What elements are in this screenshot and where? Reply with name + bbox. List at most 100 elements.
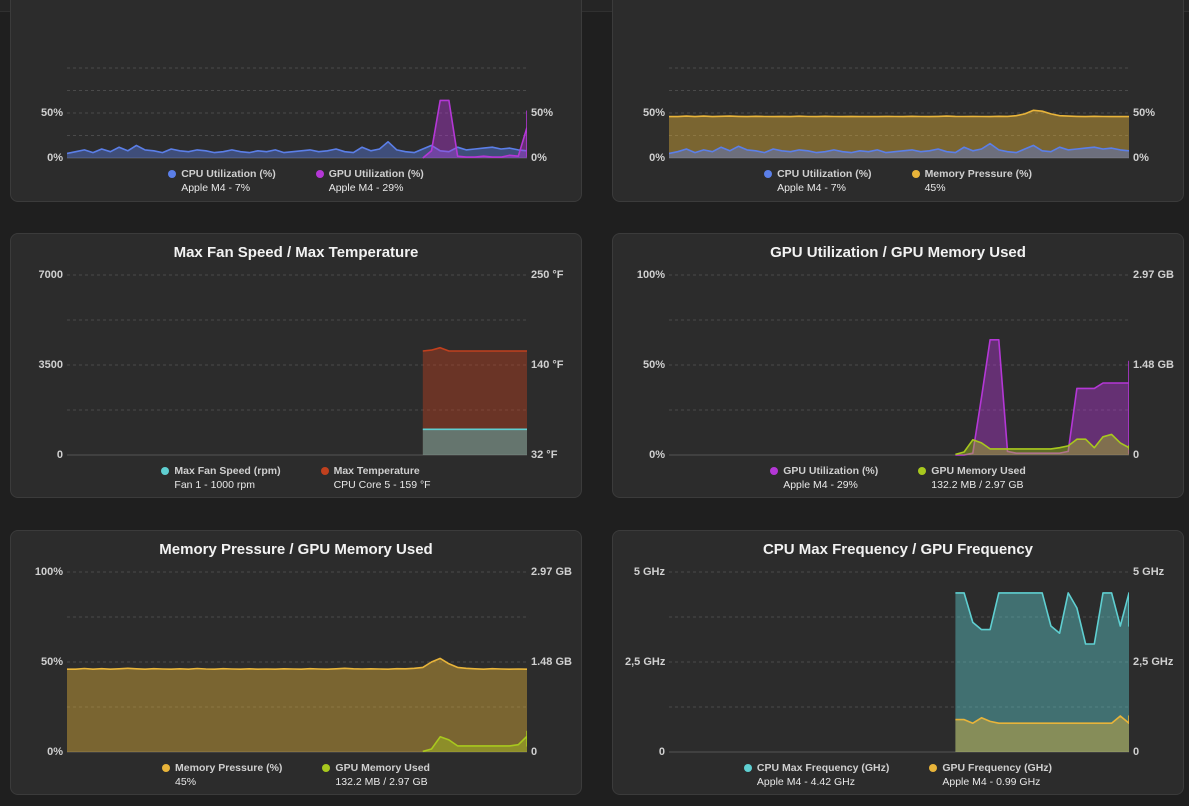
- legend-label-row: Max Temperature: [320, 465, 420, 477]
- legend-item[interactable]: GPU Memory Used 132.2 MB / 2.97 GB: [322, 762, 430, 788]
- left-axis-tick: 100%: [636, 269, 665, 281]
- legend-color-dot: [918, 467, 927, 475]
- chart-panel-gpu-util-mem: GPU Utilization / GPU Memory Used 100% 50%…: [612, 233, 1184, 498]
- legend-item[interactable]: CPU Utilization (%) Apple M4 - 7%: [764, 168, 872, 194]
- legend-value: Apple M4 - 29%: [328, 182, 404, 194]
- chart-panel-fan-temp: Max Fan Speed / Max Temperature 7000 3500 0…: [10, 233, 582, 498]
- right-axis-tick: 2.97 GB: [531, 566, 572, 578]
- chart-panel-cpu-gpu-util: 50% 0% 50% 0% CPU Utilization (%) Apple M4 - …: [10, 0, 582, 202]
- legend-item[interactable]: GPU Frequency (GHz) Apple M4 - 0.99 GHz: [929, 762, 1052, 788]
- legend-label: Memory Pressure (%): [924, 168, 1032, 180]
- legend-item[interactable]: Memory Pressure (%) 45%: [911, 168, 1032, 194]
- right-axis-tick: 0: [1133, 746, 1140, 758]
- left-axis-tick: 2,5 GHz: [625, 656, 666, 668]
- legend-value: Apple M4 - 0.99 GHz: [942, 776, 1041, 788]
- legend-color-dot: [315, 170, 324, 178]
- legend-label: CPU Utilization (%): [777, 168, 872, 180]
- series-line-gpu_freq: [955, 715, 1129, 724]
- legend-label-row: GPU Memory Used: [918, 465, 1026, 477]
- series-area-temp: [422, 347, 527, 455]
- legend-value: Apple M4 - 29%: [783, 479, 858, 491]
- legend-label: Memory Pressure (%): [175, 762, 283, 774]
- legend-item[interactable]: CPU Max Frequency (GHz) Apple M4 - 4.42 G…: [743, 762, 890, 788]
- left-axis-tick: 0: [56, 449, 63, 461]
- left-axis-tick: 7000: [38, 269, 63, 281]
- series-line-temp: [422, 346, 527, 352]
- legend-value: Apple M4 - 4.42 GHz: [756, 776, 855, 788]
- left-axis-tick: 50%: [642, 107, 665, 119]
- chart-legend: CPU Utilization (%) Apple M4 - 7% GPU Util…: [11, 168, 581, 194]
- legend-label: GPU Memory Used: [931, 465, 1026, 477]
- legend-item[interactable]: GPU Utilization (%) Apple M4 - 29%: [770, 465, 878, 491]
- legend-label-row: CPU Utilization (%): [168, 168, 276, 180]
- legend-label-row: GPU Utilization (%): [770, 465, 878, 477]
- legend-label: CPU Utilization (%): [181, 168, 276, 180]
- chart-title: GPU Utilization / GPU Memory Used: [770, 244, 1026, 261]
- chart-legend: CPU Max Frequency (GHz) Apple M4 - 4.42 G…: [613, 762, 1183, 788]
- right-axis-tick: 1.48 GB: [1133, 359, 1174, 371]
- legend-label: Max Temperature: [333, 465, 420, 477]
- legend-color-dot: [168, 170, 177, 178]
- chart-plot-area: [67, 274, 527, 456]
- series-area-fan: [422, 429, 527, 455]
- legend-color-dot: [161, 467, 170, 475]
- series-area-cpu_freq: [955, 592, 1129, 752]
- legend-label-row: Memory Pressure (%): [911, 168, 1032, 180]
- legend-label: Max Fan Speed (rpm): [174, 465, 281, 477]
- legend-color-dot: [764, 170, 773, 178]
- series-line-gpu_mem: [955, 433, 1129, 456]
- legend-value: CPU Core 5 - 159 °F: [333, 479, 431, 491]
- chart-title: Max Fan Speed / Max Temperature: [173, 244, 419, 261]
- legend-label-row: GPU Utilization (%): [315, 168, 424, 180]
- chart-legend: CPU Utilization (%) Apple M4 - 7% Memory P…: [613, 168, 1183, 194]
- legend-label-row: Memory Pressure (%): [162, 762, 282, 774]
- left-axis-tick: 50%: [642, 359, 665, 371]
- legend-value: Fan 1 - 1000 rpm: [174, 479, 255, 491]
- chart-legend: Memory Pressure (%) 45% GPU Memory Used 132…: [11, 762, 581, 788]
- right-axis-tick: 2.97 GB: [1133, 269, 1174, 281]
- chart-title: CPU Max Frequency / GPU Frequency: [762, 541, 1034, 558]
- left-axis-tick: 0%: [47, 152, 63, 164]
- legend-item[interactable]: GPU Utilization (%) Apple M4 - 29%: [315, 168, 424, 194]
- right-axis-tick: 250 °F: [531, 269, 564, 281]
- series-line-gpu: [955, 339, 1129, 456]
- chart-plot-area: [67, 571, 527, 753]
- legend-color-dot: [320, 467, 329, 475]
- right-axis-tick: 50%: [1133, 107, 1156, 119]
- legend-label: GPU Utilization (%): [783, 465, 879, 477]
- legend-label-row: CPU Max Frequency (GHz): [743, 762, 890, 774]
- legend-color-dot: [770, 467, 779, 475]
- legend-label: GPU Memory Used: [335, 762, 430, 774]
- legend-value: Apple M4 - 7%: [777, 182, 846, 194]
- chart-plot-area: [669, 67, 1129, 159]
- chart-plot-area: [67, 67, 527, 159]
- legend-label-row: GPU Frequency (GHz): [929, 762, 1052, 774]
- legend-item[interactable]: CPU Utilization (%) Apple M4 - 7%: [168, 168, 276, 194]
- right-axis-tick: 0%: [531, 152, 547, 164]
- legend-item[interactable]: Memory Pressure (%) 45%: [162, 762, 282, 788]
- series-area-cpu: [67, 141, 527, 158]
- right-axis-tick: 1.48 GB: [531, 656, 572, 668]
- right-axis-tick: 5 GHz: [1133, 566, 1165, 578]
- series-line-cpu_freq: [955, 592, 1129, 645]
- legend-label-row: CPU Utilization (%): [764, 168, 872, 180]
- series-line-memory: [67, 657, 527, 670]
- legend-item[interactable]: Max Temperature CPU Core 5 - 159 °F: [320, 465, 431, 491]
- left-axis-tick: 0: [658, 746, 665, 758]
- series-area-gpu_mem: [422, 731, 527, 752]
- left-axis-tick: 100%: [34, 566, 63, 578]
- left-axis-tick: 3500: [38, 359, 63, 371]
- legend-label: GPU Utilization (%): [328, 168, 424, 180]
- left-axis-tick: 50%: [40, 656, 63, 668]
- series-line-cpu: [669, 142, 1129, 155]
- series-line-gpu_mem: [422, 730, 527, 753]
- legend-label: CPU Max Frequency (GHz): [756, 762, 890, 774]
- right-axis-tick: 140 °F: [531, 359, 564, 371]
- legend-item[interactable]: Max Fan Speed (rpm) Fan 1 - 1000 rpm: [161, 465, 281, 491]
- legend-color-dot: [743, 764, 752, 772]
- series-area-gpu: [955, 339, 1129, 455]
- legend-item[interactable]: GPU Memory Used 132.2 MB / 2.97 GB: [918, 465, 1026, 491]
- left-axis-tick: 0%: [649, 152, 665, 164]
- legend-color-dot: [929, 764, 938, 772]
- legend-value: Apple M4 - 7%: [181, 182, 251, 194]
